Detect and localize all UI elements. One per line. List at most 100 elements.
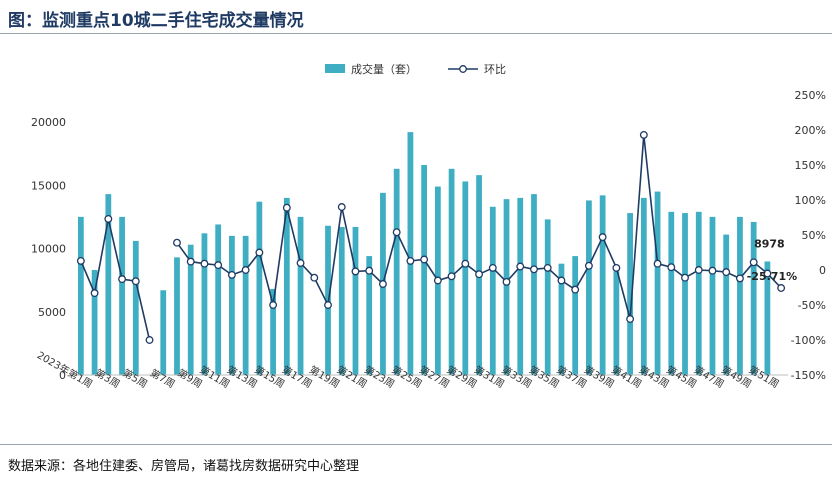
bar-17 <box>297 216 304 375</box>
x-tick-label: 第39周 <box>582 363 617 391</box>
mom-point-10 <box>200 259 209 268</box>
mom-point-31 <box>488 263 497 272</box>
mom-point-38 <box>584 261 593 270</box>
mom-point-42 <box>639 130 648 139</box>
x-tick-label: 第27周 <box>417 363 452 391</box>
bar-37 <box>572 256 579 375</box>
mom-point-18 <box>310 273 319 282</box>
mom-point-51 <box>763 269 772 278</box>
y-right-tick-label: 100% <box>795 194 826 207</box>
mom-point-17 <box>296 259 305 267</box>
bar-36 <box>558 263 565 375</box>
bar-40 <box>613 271 620 375</box>
x-tick-label: 第31周 <box>472 363 507 391</box>
bar-26 <box>421 165 428 375</box>
bottom-divider <box>0 444 832 445</box>
bar-24 <box>393 168 400 375</box>
x-tick-label: 第51周 <box>747 363 782 391</box>
x-tick-label: 第21周 <box>335 363 370 391</box>
mom-point-48 <box>722 268 731 277</box>
bar-13 <box>242 235 249 375</box>
mom-point-15 <box>269 301 278 309</box>
mom-point-23 <box>378 280 387 288</box>
mom-point-3 <box>104 214 113 223</box>
bar-16 <box>283 197 290 375</box>
bar-9 <box>187 244 194 375</box>
x-tick-label: 第11周 <box>197 363 232 391</box>
mom-point-29 <box>461 259 470 268</box>
x-tick-label: 第37周 <box>554 363 589 391</box>
mom-point-39 <box>598 233 607 242</box>
bar-11 <box>215 224 222 375</box>
y-left-tick-label: 10000 <box>31 243 66 256</box>
x-tick-label: 第25周 <box>390 363 425 391</box>
bar-41 <box>627 213 633 375</box>
x-tick-label: 第41周 <box>609 363 644 391</box>
mom-point-25 <box>406 256 415 265</box>
mom-point-30 <box>475 270 484 279</box>
mom-point-8 <box>173 238 181 247</box>
mom-point-52 <box>777 284 786 292</box>
mom-point-13 <box>241 266 250 274</box>
bar-2 <box>91 270 98 375</box>
mom-point-19 <box>324 301 332 309</box>
mom-point-43 <box>653 259 662 268</box>
bar-35 <box>544 219 551 375</box>
y-left-tick-label: 5000 <box>38 306 66 319</box>
bar-32 <box>503 199 510 375</box>
top-divider <box>0 33 832 34</box>
mom-point-36 <box>557 276 566 285</box>
y-right-tick-label: 150% <box>795 159 826 172</box>
x-tick-label: 2023年第1周 <box>35 348 95 390</box>
bar-25 <box>407 132 414 375</box>
bar-10 <box>201 233 208 375</box>
mom-point-49 <box>735 274 744 283</box>
bar-33 <box>517 197 524 375</box>
bar-22 <box>366 256 373 375</box>
bar-7 <box>160 290 167 375</box>
x-tick-label: 第19周 <box>307 363 342 391</box>
legend-line-marker <box>459 65 467 73</box>
mom-point-34 <box>530 265 538 274</box>
mom-point-4 <box>118 275 127 284</box>
y-left-tick-label: 0 <box>59 369 66 382</box>
mom-point-41 <box>626 315 635 323</box>
mom-point-9 <box>186 257 195 266</box>
mom-point-45 <box>681 273 689 282</box>
mom-point-37 <box>571 285 580 294</box>
mom-point-33 <box>516 262 525 271</box>
x-tick-label: 第35周 <box>527 363 562 391</box>
mom-point-27 <box>433 276 442 285</box>
bar-42 <box>640 197 647 375</box>
mom-point-28 <box>447 272 456 281</box>
y-right-tick-label: -150% <box>791 369 826 382</box>
x-tick-label: 第23周 <box>362 363 397 391</box>
mom-point-24 <box>392 228 401 237</box>
bar-21 <box>352 226 359 375</box>
bar-48 <box>723 234 730 375</box>
mom-point-47 <box>708 266 717 275</box>
mom-point-46 <box>694 266 703 274</box>
bar-1 <box>77 216 84 375</box>
bar-14 <box>256 201 263 375</box>
legend-bar-label: 成交量（套） <box>351 62 417 76</box>
x-tick-label: 第33周 <box>499 363 534 391</box>
bar-51 <box>764 261 771 375</box>
y-right-tick-label: 200% <box>795 124 826 137</box>
bar-20 <box>338 226 345 375</box>
mom-point-50 <box>749 258 758 267</box>
figure-title: 图：监测重点10城二手住宅成交量情况 <box>8 11 304 31</box>
mom-point-40 <box>612 263 621 272</box>
x-tick-label: 第17周 <box>280 363 315 391</box>
mom-line-segment-1 <box>80 218 151 341</box>
chart-area: 0 5000 10000 15000 20000 -150% -100% -50% 0 50% 10… <box>31 62 826 391</box>
bar-50 <box>750 221 757 375</box>
mom-point-5 <box>131 277 140 286</box>
bar-39 <box>599 195 606 375</box>
bar-38 <box>586 200 592 375</box>
source-note: 数据来源：各地住建委、房管局，诸葛找房数据研究中心整理 <box>8 459 360 474</box>
mom-point-1 <box>76 256 85 265</box>
mom-point-26 <box>420 255 429 264</box>
x-tick-label: 第15周 <box>252 363 287 391</box>
mom-point-35 <box>543 263 552 272</box>
